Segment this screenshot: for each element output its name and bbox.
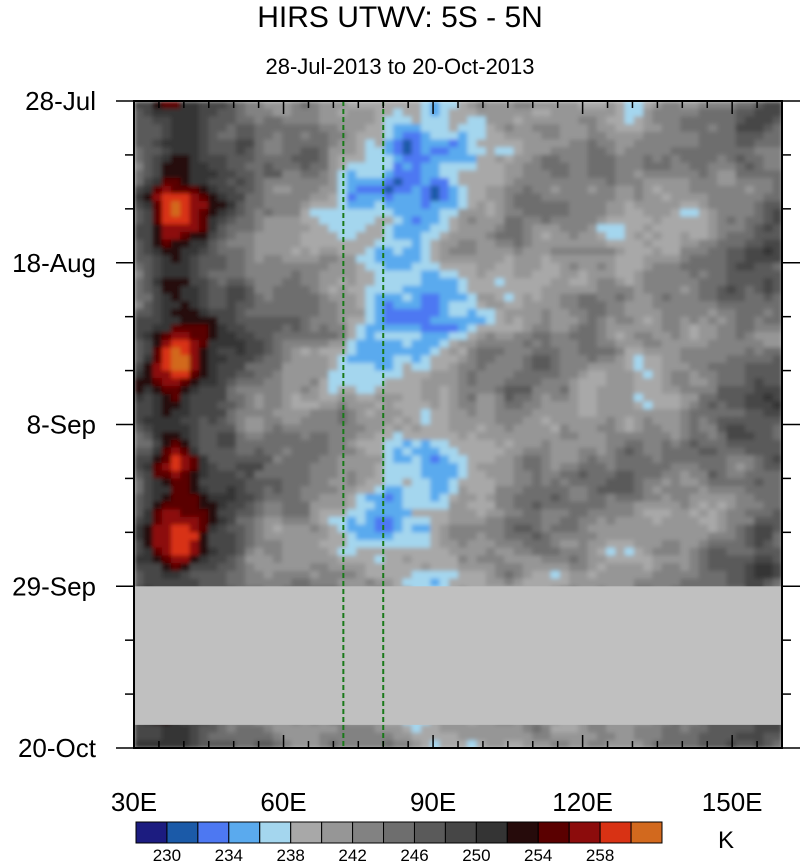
colorbar-tick-label: 242 xyxy=(338,846,366,863)
colorbar-swatch xyxy=(537,821,570,844)
colorbar-tick-label: 230 xyxy=(153,846,181,863)
x-tick-label: 90E xyxy=(410,787,456,817)
x-tick-label: 60E xyxy=(260,787,306,817)
colorbar-swatch xyxy=(290,821,323,844)
colorbar-swatch xyxy=(166,821,199,844)
colorbar-tick-label: 250 xyxy=(462,846,490,863)
colorbar-swatch xyxy=(197,821,230,844)
colorbar-swatch xyxy=(568,821,601,844)
colorbar-swatch xyxy=(321,821,354,844)
colorbar-tick-label: 238 xyxy=(277,846,305,863)
x-tick-label: 30E xyxy=(111,787,157,817)
x-tick-label: 120E xyxy=(552,787,613,817)
colorbar-tick-label: 258 xyxy=(586,846,614,863)
colorbar-tick-label: 254 xyxy=(524,846,552,863)
colorbar-swatch xyxy=(228,821,261,844)
colorbar-swatch xyxy=(506,821,539,844)
y-tick-label: 18-Aug xyxy=(12,248,96,278)
colorbar-tick-label: 246 xyxy=(400,846,428,863)
chart-subtitle: 28-Jul-2013 to 20-Oct-2013 xyxy=(265,54,535,79)
colorbar-swatch xyxy=(413,821,446,844)
colorbar-swatch xyxy=(135,821,168,844)
colorbar: 230 234 238 242 246 250 254 258 xyxy=(135,821,663,863)
colorbar-swatch xyxy=(599,821,632,844)
x-tick-label: 150E xyxy=(702,787,763,817)
y-tick-label: 28-Jul xyxy=(25,86,96,116)
chart-title: HIRS UTWV: 5S - 5N xyxy=(257,1,543,34)
colorbar-tick-label: 234 xyxy=(215,846,243,863)
colorbar-swatch xyxy=(630,821,663,844)
colorbar-unit: K xyxy=(718,827,735,854)
colorbar-swatch xyxy=(444,821,477,844)
colorbar-swatch xyxy=(259,821,292,844)
y-tick-label: 8-Sep xyxy=(27,410,96,440)
colorbar-swatch xyxy=(475,821,508,844)
colorbar-swatch xyxy=(352,821,385,844)
y-tick-label: 20-Oct xyxy=(18,733,97,763)
y-tick-label: 29-Sep xyxy=(12,571,96,601)
missing-data-band xyxy=(134,586,782,725)
colorbar-swatch xyxy=(383,821,415,844)
